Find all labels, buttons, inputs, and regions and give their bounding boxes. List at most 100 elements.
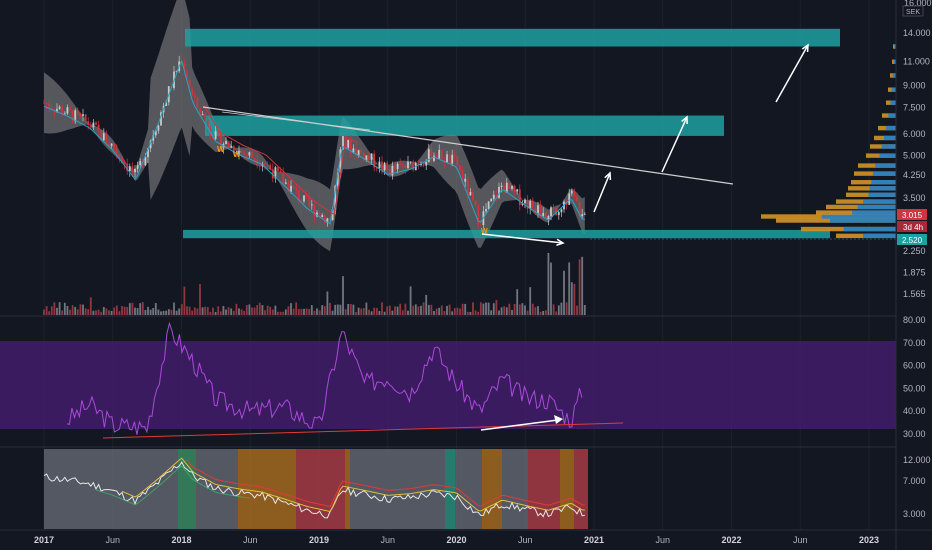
price-tick-label: 11.000 [903,57,930,67]
time-tick-label: 2017 [34,535,54,545]
candle [568,193,571,205]
time-tick-label: Jun [793,535,808,545]
candle [290,185,292,192]
candle [461,170,464,182]
volume-bar [565,302,568,315]
rsi-tick-label: 50.00 [903,383,926,393]
volume-bar [248,304,251,315]
candle [578,201,581,217]
volume-bar [456,307,459,315]
profile-bar [881,144,896,149]
volume-bar [531,303,534,315]
currency-badge[interactable]: SEK [902,5,924,17]
volume-bar [284,309,287,315]
volume-bar [147,306,149,315]
profile-bar [852,210,896,215]
volume-bar [95,310,97,315]
volume-bar [217,306,220,315]
candle [235,153,238,156]
descending-trendline[interactable] [202,106,734,185]
volume-bar [175,310,178,315]
volume-bar [355,311,357,315]
resistance-zone[interactable] [183,229,830,239]
candle [238,150,240,156]
candle [331,209,334,221]
volume-bar [71,305,74,315]
volume-bar [162,310,165,315]
candle [417,162,420,166]
indicator-line-yellow [121,457,585,513]
time-tick-label: 2020 [446,535,466,545]
volume-bar [219,311,222,315]
resistance-zone[interactable] [205,115,724,136]
svg-text:2.520: 2.520 [902,236,923,245]
volume-bar [563,270,565,315]
rsi-tick-label: 60.00 [903,361,926,371]
volume-bar [381,302,383,315]
resistance-zones[interactable] [183,28,840,239]
volume-bar [167,309,170,315]
volume-bar [196,308,199,315]
lower-indicator-pane[interactable] [43,449,588,529]
candle [251,152,253,158]
candle [552,207,555,209]
volume-bar [170,309,173,315]
candle [511,185,513,189]
rsi-band [0,341,896,429]
resistance-zone[interactable] [185,28,840,47]
price-tick-label: 1.565 [903,289,926,299]
volume-bar [66,305,69,315]
time-axis[interactable]: 2017 Jun 2018 Jun 2019 Jun 2020 Jun 2021 Jun 2022 J… [34,535,879,545]
volume-bar [375,307,378,315]
candle [303,195,305,202]
volume-bar [87,309,90,315]
candle [399,163,402,165]
candle [74,110,77,122]
rsi-pane[interactable] [0,321,896,439]
lower-axis[interactable]: 12.000 7.000 3.000 [903,455,931,519]
candle [186,70,188,80]
volume-bar [557,305,560,315]
rsi-tick-label: 80.00 [903,315,926,325]
volume-bar [446,305,448,315]
candle [529,200,532,209]
candle [258,165,261,167]
price-tick-label: 4.250 [903,170,926,180]
candle [240,150,243,153]
volume-bar [552,304,555,315]
candle [539,205,542,217]
volume-bar [305,308,308,315]
candle [292,185,295,189]
candle [336,172,339,186]
volume-bar [245,305,248,315]
price-tick-label: 2.250 [903,246,926,256]
candle [576,196,578,202]
volume-bar [365,302,368,315]
volume-bar [334,304,337,315]
arrow-head [681,115,688,125]
candle [440,150,443,161]
price-axis[interactable]: 14.000 11.000 9.000 7.500 6.000 5.000 4.250 3.5… [903,28,931,299]
volume-bar [308,309,311,315]
price-pane[interactable]: W W W [43,0,896,315]
candle [284,182,287,184]
volume-bar [464,303,467,315]
svg-text:W: W [233,150,241,159]
volume-bar [352,304,355,315]
rsi-axis[interactable]: 80.00 70.00 60.00 50.00 40.00 30.00 [903,315,926,439]
price-tick-label: 5.000 [903,151,926,161]
volume-bar [297,309,300,315]
volume-bar [115,305,118,315]
volume-bar [266,305,269,315]
volume-bar [435,308,438,315]
candle [508,182,511,189]
candle [264,164,266,165]
svg-text:3d 4h: 3d 4h [903,223,923,232]
volume-bar [264,310,266,315]
volume-bar [508,303,511,315]
candle [274,167,277,179]
time-tick-label: 2021 [584,535,604,545]
volume-bar [526,310,529,315]
candle [84,114,87,122]
